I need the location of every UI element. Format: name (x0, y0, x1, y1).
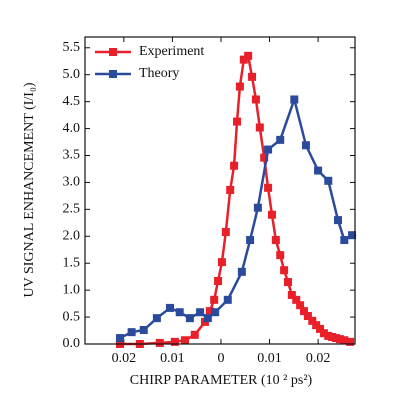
data-point (324, 176, 333, 185)
data-point (239, 55, 248, 64)
y-tick-label: 2.0 (63, 228, 81, 243)
legend-label: Experiment (139, 44, 204, 59)
data-point (155, 338, 164, 347)
data-point (230, 161, 239, 170)
data-point (211, 308, 220, 317)
x-tick-label: 0.02 (306, 351, 331, 366)
data-point (283, 278, 292, 287)
data-point (340, 236, 349, 245)
data-point (290, 95, 299, 104)
data-point (255, 123, 264, 132)
x-axis-label: CHIRP PARAMETER (10 ² ps²) (130, 373, 313, 388)
data-point (139, 325, 148, 334)
x-tick-label: 0.01 (160, 351, 185, 366)
y-tick-label: 2.5 (63, 202, 81, 217)
y-tick-label: 5.0 (63, 67, 81, 82)
data-point (260, 153, 269, 162)
data-point (248, 72, 257, 81)
data-point (276, 251, 285, 260)
y-tick-label: 1.5 (63, 255, 81, 270)
series-line (119, 53, 351, 346)
data-point (223, 295, 232, 304)
data-point (334, 216, 343, 225)
data-point (175, 308, 184, 317)
data-point (276, 135, 285, 144)
data-point (292, 295, 301, 304)
data-point (301, 141, 310, 150)
data-point (127, 328, 136, 337)
data-point (185, 314, 194, 323)
x-tick-label: 0 (217, 351, 224, 366)
data-point (319, 329, 328, 338)
data-point (296, 301, 305, 310)
data-point (264, 183, 273, 192)
data-point (348, 231, 357, 240)
y-tick-label: 4.0 (63, 121, 81, 136)
data-point (303, 311, 312, 320)
legend-marker (109, 70, 117, 78)
y-tick-label: 5.5 (63, 40, 81, 55)
data-point (152, 314, 161, 323)
data-point (214, 276, 223, 285)
data-point (340, 336, 349, 345)
data-point (226, 185, 235, 194)
data-point (115, 334, 124, 343)
data-point (316, 324, 325, 333)
data-point (221, 227, 230, 236)
data-point (251, 95, 260, 104)
data-point (170, 337, 179, 346)
data-point (190, 330, 199, 339)
y-tick-label: 0.0 (63, 336, 81, 351)
data-point (232, 117, 241, 126)
data-point (335, 335, 344, 344)
data-point (253, 203, 262, 212)
data-point (196, 308, 205, 317)
x-tick-label: 0.02 (112, 351, 137, 366)
data-point (244, 51, 253, 60)
y-axis-label: UV SIGNAL ENHANCEMENT (I/I₀) (22, 82, 37, 297)
plot-frame (84, 36, 356, 345)
y-tick-label: 3.0 (63, 175, 81, 190)
y-tick-label: 3.5 (63, 148, 81, 163)
legend-label: Theory (139, 66, 179, 81)
data-point (210, 295, 219, 304)
data-point (203, 314, 212, 323)
data-point (235, 82, 244, 91)
y-tick-label: 0.5 (63, 309, 81, 324)
data-point (280, 266, 289, 275)
data-point (267, 210, 276, 219)
y-tick-label: 4.5 (63, 94, 81, 109)
data-point (287, 290, 296, 299)
legend-marker (109, 48, 117, 56)
data-point (300, 307, 309, 316)
data-point (217, 258, 226, 267)
data-point (246, 236, 255, 245)
data-point (264, 145, 273, 154)
data-point (271, 236, 280, 245)
x-tick-label: 0.01 (257, 351, 282, 366)
y-tick-label: 1.0 (63, 282, 81, 297)
data-point (346, 337, 355, 346)
data-point (165, 303, 174, 312)
data-point (181, 336, 190, 345)
data-point (314, 166, 323, 175)
data-point (308, 316, 317, 325)
data-point (237, 267, 246, 276)
data-point (205, 307, 214, 316)
